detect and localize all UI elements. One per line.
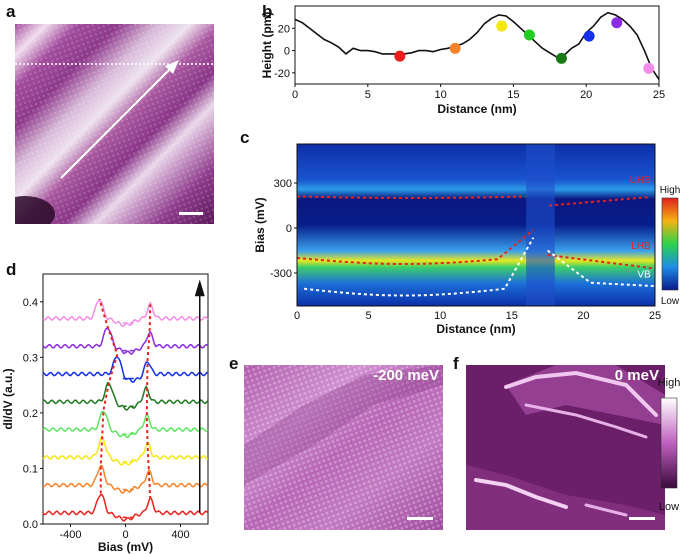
- panel-letter-b: b: [262, 2, 273, 21]
- y-tick-label-c: -300: [270, 268, 292, 280]
- topography-image-a: [15, 24, 214, 224]
- marker-point-4: [555, 52, 567, 64]
- scan-arrow: [60, 65, 174, 179]
- x-tick-label-b: 10: [434, 89, 446, 101]
- spectrum-yellow: [42, 435, 209, 466]
- scale-bar-f: [629, 517, 655, 520]
- sequence-arrow-head: [194, 279, 205, 297]
- marker-point-0: [394, 50, 406, 62]
- x-tick-label-c: 0: [294, 310, 300, 322]
- x-tick-label-b: 5: [365, 89, 371, 101]
- spectrum-purple: [42, 327, 209, 355]
- spectrum-light-green: [42, 410, 209, 439]
- lhb-guide-line: [98, 298, 119, 494]
- x-tick-label-c: 10: [434, 310, 446, 322]
- marker-point-7: [643, 62, 655, 74]
- scale-bar-a: [179, 212, 203, 215]
- spectrum-pink: [42, 299, 209, 328]
- colorbar-c-low: Low: [661, 296, 680, 307]
- didv-map-e: -200 meV: [244, 365, 443, 530]
- bias-heatmap-chart: UHB LHB VB 0 5 10 15 20 25 300 0 -300 Distance (nm) B…: [253, 143, 681, 336]
- panel-letter-d: d: [6, 260, 17, 279]
- y-tick-label-d: 0.3: [23, 352, 38, 364]
- x-tick-label-c: 15: [506, 310, 518, 322]
- panel-letter-c: c: [240, 128, 250, 147]
- panel-letter-f: f: [453, 354, 459, 373]
- y-axis-label-d: dI/dV (a.u.): [1, 368, 15, 429]
- panel-letter-e: e: [229, 354, 239, 373]
- marker-point-2: [496, 20, 508, 32]
- x-axis-label-c: Distance (nm): [436, 322, 515, 336]
- x-axis-label-d: Bias (mV): [98, 540, 153, 554]
- heatmap-defect-column: [526, 144, 555, 306]
- y-tick-label-b: -20: [274, 68, 290, 80]
- marker-point-5: [583, 30, 595, 42]
- y-tick-label-c: 300: [274, 178, 292, 190]
- y-tick-label-d: 0.1: [23, 463, 38, 475]
- didv-spectra-chart: -400 0 400 0.0 0.1 0.2 0.3 0.4 Bias (mV) dI/dV (a…: [1, 273, 209, 554]
- colorbar-c-high: High: [660, 185, 681, 196]
- marker-point-6: [611, 17, 623, 29]
- y-axis-label-b: Height (pm): [260, 12, 274, 79]
- marker-point-3: [523, 29, 535, 41]
- y-tick-label-c: 0: [286, 223, 292, 235]
- scale-bar-e: [407, 517, 433, 520]
- marker-point-1: [449, 42, 461, 54]
- x-tick-label-c: 5: [366, 310, 372, 322]
- energy-label-f: 0 meV: [614, 367, 659, 384]
- didv-map-f: 0 meV: [466, 365, 665, 530]
- uhb-trace-right: [548, 196, 650, 207]
- y-tick-label-b: 0: [284, 46, 290, 58]
- x-tick-label-d: -400: [59, 529, 81, 541]
- energy-label-e: -200 meV: [373, 367, 439, 384]
- plot-frame-b: [294, 5, 660, 85]
- y-axis-label-c: Bias (mV): [253, 197, 267, 252]
- spectrum-dark-green: [42, 381, 209, 411]
- x-tick-label-d: 0: [122, 529, 128, 541]
- y-tick-label-d: 0.4: [23, 297, 38, 309]
- uhb-label: UHB: [630, 175, 651, 186]
- x-tick-label-b: 20: [580, 89, 592, 101]
- plot-frame-c: [296, 143, 656, 307]
- x-tick-label-c: 20: [577, 310, 589, 322]
- y-tick-label-b: 20: [278, 23, 290, 35]
- x-tick-label-c: 25: [649, 310, 661, 322]
- height-profile-line: [294, 11, 660, 80]
- x-tick-label-b: 15: [507, 89, 519, 101]
- x-tick-label-b: 0: [292, 89, 298, 101]
- spectrum-red: [42, 494, 209, 522]
- panel-letter-a: a: [6, 2, 16, 21]
- colorbar-c: [661, 197, 679, 291]
- lhb-trace-right: [547, 254, 656, 270]
- y-tick-label-d: 0.0: [23, 519, 38, 531]
- x-tick-label-d: 400: [171, 529, 189, 541]
- arrow-head: [165, 60, 179, 74]
- lhb-label: LHB: [631, 241, 651, 252]
- colorbar-f: High Low: [658, 378, 681, 513]
- uhb-trace-left: [296, 195, 527, 200]
- heatmap-body: [297, 144, 655, 306]
- y-tick-label-d: 0.2: [23, 408, 38, 420]
- colorbar-f-low: Low: [659, 501, 679, 513]
- vb-label: VB: [637, 270, 651, 281]
- vb-trace-left: [304, 237, 535, 297]
- colorbar-f-high: High: [658, 378, 681, 389]
- x-axis-label-b: Distance (nm): [437, 102, 516, 116]
- x-tick-label-b: 25: [653, 89, 665, 101]
